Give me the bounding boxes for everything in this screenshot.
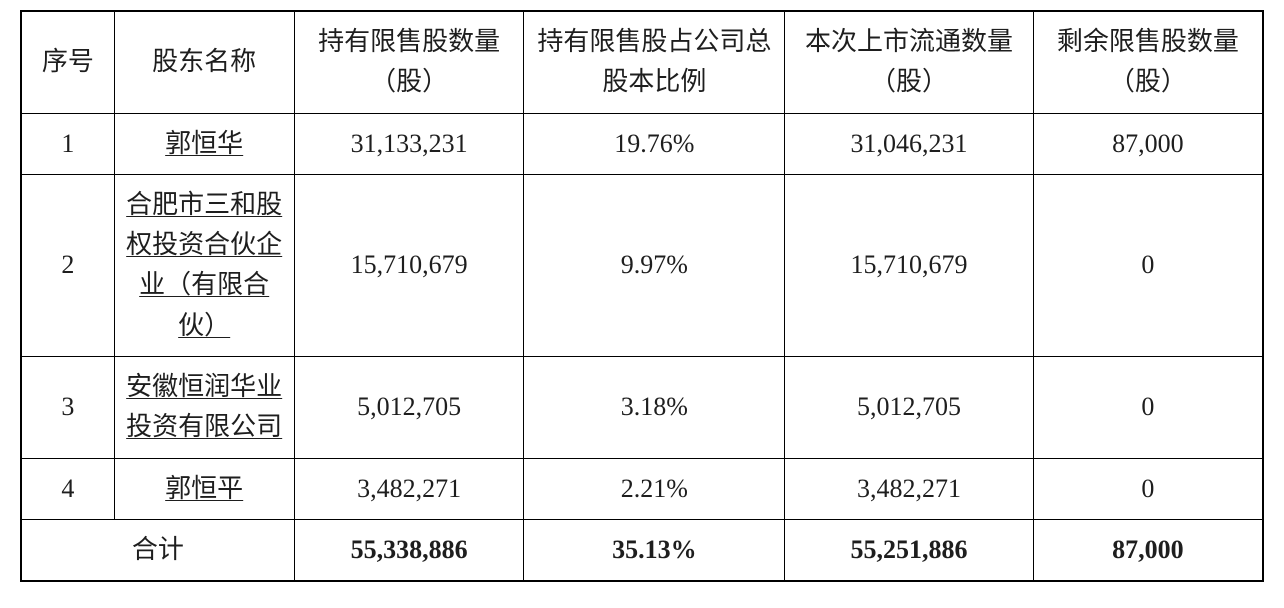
table-row: 4 郭恒平 3,482,271 2.21% 3,482,271 0 xyxy=(21,458,1263,519)
cell-flow: 31,046,231 xyxy=(785,113,1033,174)
cell-pct: 3.18% xyxy=(524,357,785,459)
cell-name: 安徽恒润华业投资有限公司 xyxy=(114,357,294,459)
cell-flow: 5,012,705 xyxy=(785,357,1033,459)
cell-holding: 15,710,679 xyxy=(294,174,524,356)
cell-holding: 5,012,705 xyxy=(294,357,524,459)
cell-flow: 15,710,679 xyxy=(785,174,1033,356)
shareholder-name: 郭恒华 xyxy=(165,129,243,158)
cell-holding: 3,482,271 xyxy=(294,458,524,519)
cell-pct: 9.97% xyxy=(524,174,785,356)
cell-remaining: 87,000 xyxy=(1033,113,1263,174)
table-row: 3 安徽恒润华业投资有限公司 5,012,705 3.18% 5,012,705… xyxy=(21,357,1263,459)
total-label: 合计 xyxy=(21,519,294,581)
cell-name: 郭恒华 xyxy=(114,113,294,174)
col-header-remaining: 剩余限售股数量（股） xyxy=(1033,11,1263,113)
total-flow: 55,251,886 xyxy=(785,519,1033,581)
total-pct: 35.13% xyxy=(524,519,785,581)
col-header-name: 股东名称 xyxy=(114,11,294,113)
table-row: 2 合肥市三和股权投资合伙企业（有限合伙） 15,710,679 9.97% 1… xyxy=(21,174,1263,356)
total-remaining: 87,000 xyxy=(1033,519,1263,581)
table-header-row: 序号 股东名称 持有限售股数量（股） 持有限售股占公司总股本比例 本次上市流通数… xyxy=(21,11,1263,113)
cell-seq: 1 xyxy=(21,113,114,174)
col-header-pct: 持有限售股占公司总股本比例 xyxy=(524,11,785,113)
col-header-seq: 序号 xyxy=(21,11,114,113)
cell-flow: 3,482,271 xyxy=(785,458,1033,519)
shareholder-name: 合肥市三和股权投资合伙企业（有限合伙） xyxy=(126,190,282,340)
shareholder-name: 安徽恒润华业投资有限公司 xyxy=(126,372,282,441)
shareholder-name: 郭恒平 xyxy=(165,474,243,503)
table-row: 1 郭恒华 31,133,231 19.76% 31,046,231 87,00… xyxy=(21,113,1263,174)
cell-pct: 19.76% xyxy=(524,113,785,174)
cell-seq: 3 xyxy=(21,357,114,459)
cell-remaining: 0 xyxy=(1033,174,1263,356)
shareholder-table: 序号 股东名称 持有限售股数量（股） 持有限售股占公司总股本比例 本次上市流通数… xyxy=(20,10,1264,582)
col-header-holding: 持有限售股数量（股） xyxy=(294,11,524,113)
cell-name: 郭恒平 xyxy=(114,458,294,519)
cell-name: 合肥市三和股权投资合伙企业（有限合伙） xyxy=(114,174,294,356)
cell-holding: 31,133,231 xyxy=(294,113,524,174)
cell-remaining: 0 xyxy=(1033,458,1263,519)
cell-remaining: 0 xyxy=(1033,357,1263,459)
cell-seq: 2 xyxy=(21,174,114,356)
cell-seq: 4 xyxy=(21,458,114,519)
col-header-flow: 本次上市流通数量（股） xyxy=(785,11,1033,113)
table-total-row: 合计 55,338,886 35.13% 55,251,886 87,000 xyxy=(21,519,1263,581)
total-holding: 55,338,886 xyxy=(294,519,524,581)
cell-pct: 2.21% xyxy=(524,458,785,519)
